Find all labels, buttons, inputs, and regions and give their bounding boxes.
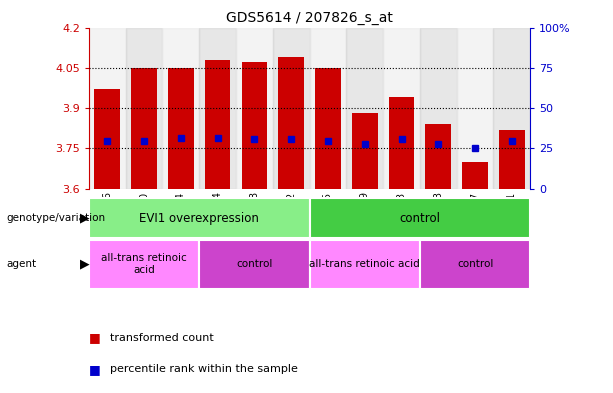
Text: control: control	[457, 259, 493, 269]
Bar	[126, 28, 162, 189]
Bar	[89, 240, 199, 289]
Bar	[493, 28, 530, 189]
Bar	[420, 28, 457, 189]
Bar	[199, 240, 310, 289]
Text: control: control	[236, 259, 273, 269]
Bar	[278, 57, 304, 189]
Text: EVI1 overexpression: EVI1 overexpression	[139, 211, 259, 225]
Bar	[89, 198, 310, 238]
Bar	[89, 28, 126, 189]
Bar	[310, 198, 530, 238]
Text: ■: ■	[89, 363, 101, 376]
Bar	[499, 130, 525, 189]
Bar	[383, 28, 420, 189]
Text: all-trans retinoic acid: all-trans retinoic acid	[310, 259, 420, 269]
Bar	[457, 28, 493, 189]
Bar	[420, 240, 530, 289]
Bar	[310, 240, 420, 289]
Bar	[162, 28, 199, 189]
Bar	[352, 114, 378, 189]
Bar	[273, 28, 310, 189]
Bar	[242, 62, 267, 189]
Bar	[310, 28, 346, 189]
Bar	[236, 28, 273, 189]
Bar	[168, 68, 194, 189]
Bar	[425, 124, 451, 189]
Bar	[94, 89, 120, 189]
Title: GDS5614 / 207826_s_at: GDS5614 / 207826_s_at	[226, 11, 393, 25]
Text: agent: agent	[6, 259, 36, 269]
Bar	[131, 68, 157, 189]
Text: ▶: ▶	[80, 211, 89, 225]
Bar	[346, 28, 383, 189]
Bar	[462, 162, 488, 189]
Bar	[199, 28, 236, 189]
Bar	[205, 60, 230, 189]
Bar	[389, 97, 414, 189]
Text: control: control	[400, 211, 440, 225]
Text: transformed count: transformed count	[110, 333, 214, 343]
Text: genotype/variation: genotype/variation	[6, 213, 105, 223]
Bar	[315, 68, 341, 189]
Text: ▶: ▶	[80, 258, 89, 271]
Text: percentile rank within the sample: percentile rank within the sample	[110, 364, 298, 375]
Text: ■: ■	[89, 331, 101, 345]
Text: all-trans retinoic
acid: all-trans retinoic acid	[101, 253, 187, 275]
